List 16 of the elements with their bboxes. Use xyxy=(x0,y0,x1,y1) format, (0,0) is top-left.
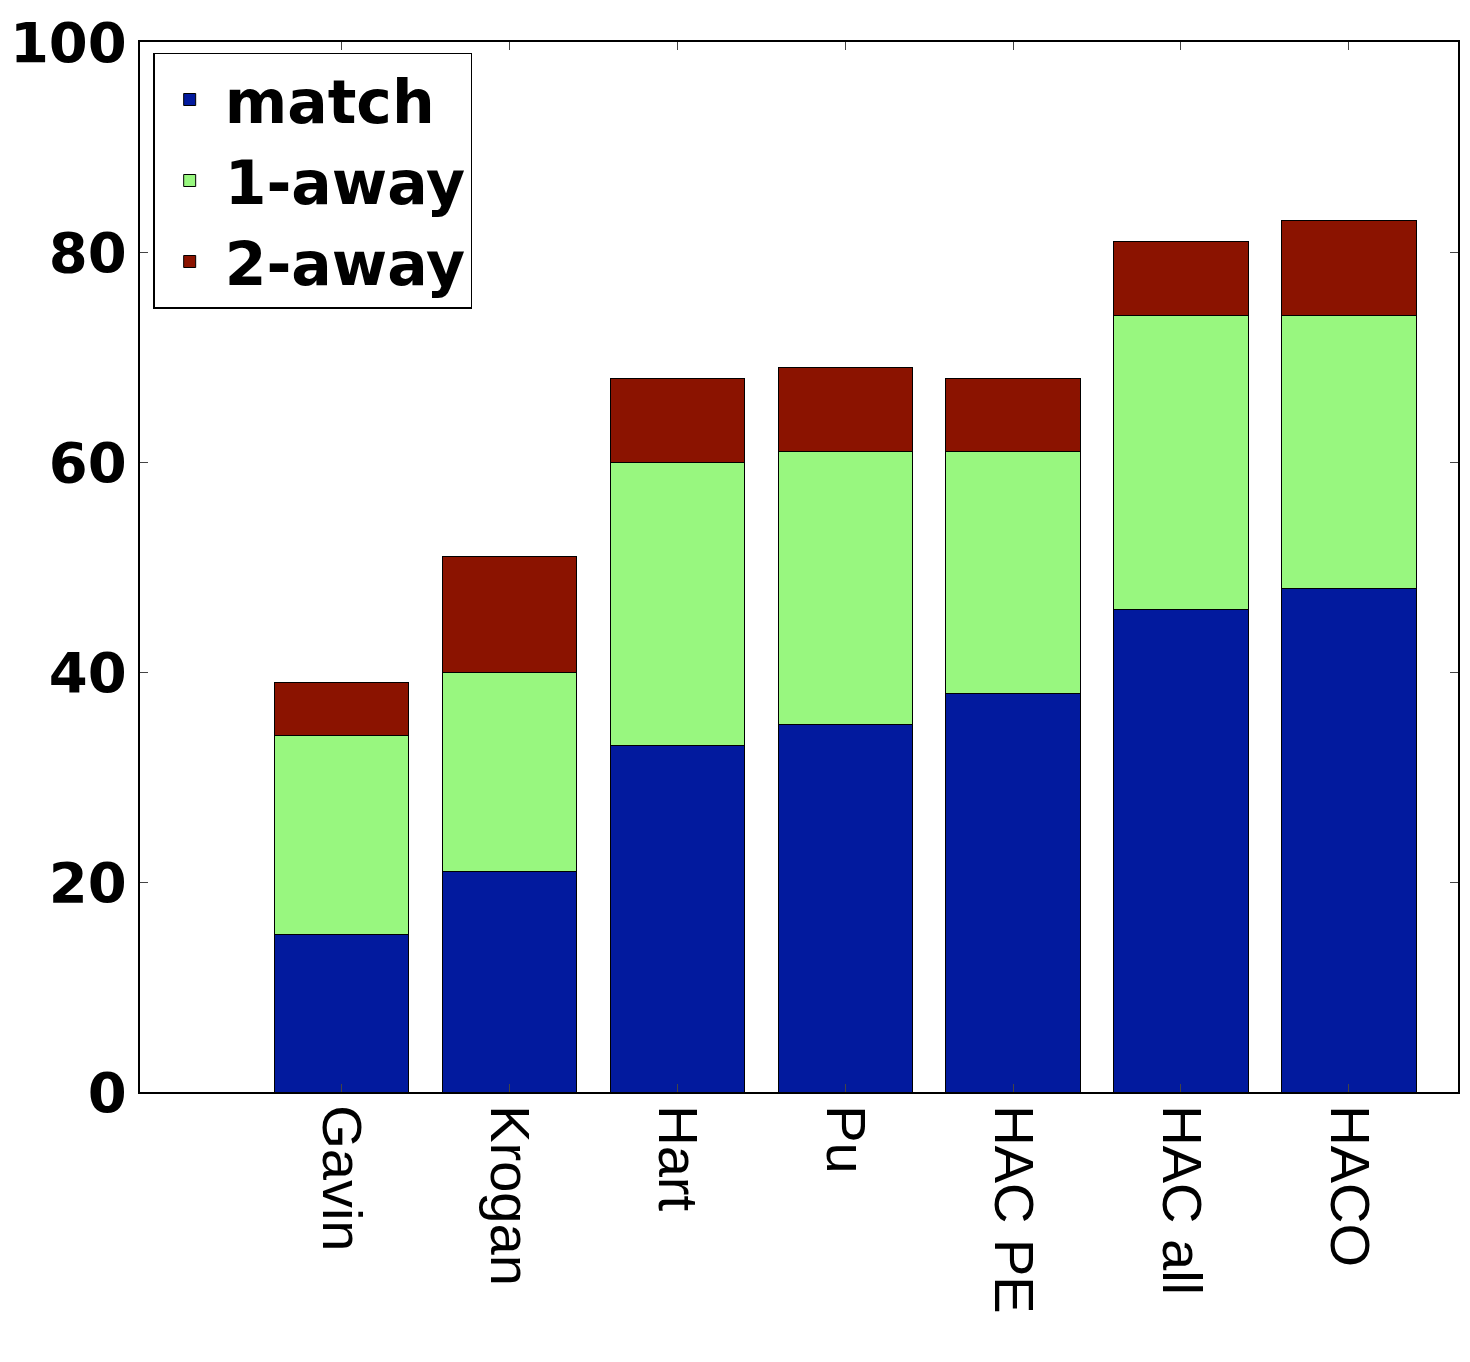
x-tick-label: Pu xyxy=(814,1105,878,1174)
legend-label: 2-away xyxy=(224,228,466,299)
legend-label: 1-away xyxy=(224,147,466,218)
y-tick-label: 60 xyxy=(48,429,127,495)
x-tick-label: Hart xyxy=(647,1105,711,1212)
y-tick-label: 100 xyxy=(9,9,127,75)
x-tick-label: HACO xyxy=(1318,1105,1382,1267)
x-tick-label: Gavin xyxy=(311,1105,375,1252)
x-tick-label: Krogan xyxy=(479,1105,543,1286)
x-tick-label: HAC PE xyxy=(982,1105,1046,1314)
y-tick-label: 0 xyxy=(87,1059,127,1125)
y-tick-label: 40 xyxy=(48,639,127,705)
y-tick-label: 80 xyxy=(48,219,127,285)
legend-label: match xyxy=(224,66,435,137)
y-tick-label: 20 xyxy=(48,849,127,915)
x-tick-label: HAC all xyxy=(1150,1105,1214,1296)
